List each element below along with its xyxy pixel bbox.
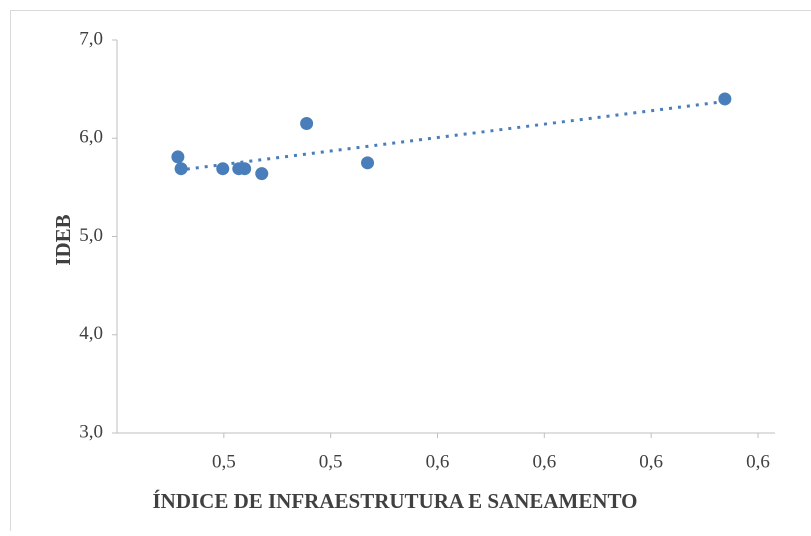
x-tick-label: 0,6 [746,451,770,472]
y-tick-label: 4,0 [79,323,103,344]
y-axis-title: IDEB [51,214,75,265]
y-tick-label: 6,0 [79,127,103,148]
x-tick-label: 0,6 [532,451,556,472]
y-tick-label: 5,0 [79,225,103,246]
x-tick-label: 0,6 [426,451,450,472]
x-tick-label: 0,5 [212,451,236,472]
x-tick-label: 0,6 [639,451,663,472]
point [171,150,184,163]
point [175,162,188,175]
point [718,92,731,105]
point [216,162,229,175]
y-tick-label: 3,0 [79,421,103,442]
point [238,162,251,175]
x-tick-label: 0,5 [319,451,343,472]
point [300,117,313,130]
chart-frame [11,11,811,532]
x-axis-title: ÍNDICE DE INFRAESTRUTURA E SANEAMENTO [152,489,637,513]
point [361,156,374,169]
y-tick-label: 7,0 [79,28,103,49]
point [255,167,268,180]
